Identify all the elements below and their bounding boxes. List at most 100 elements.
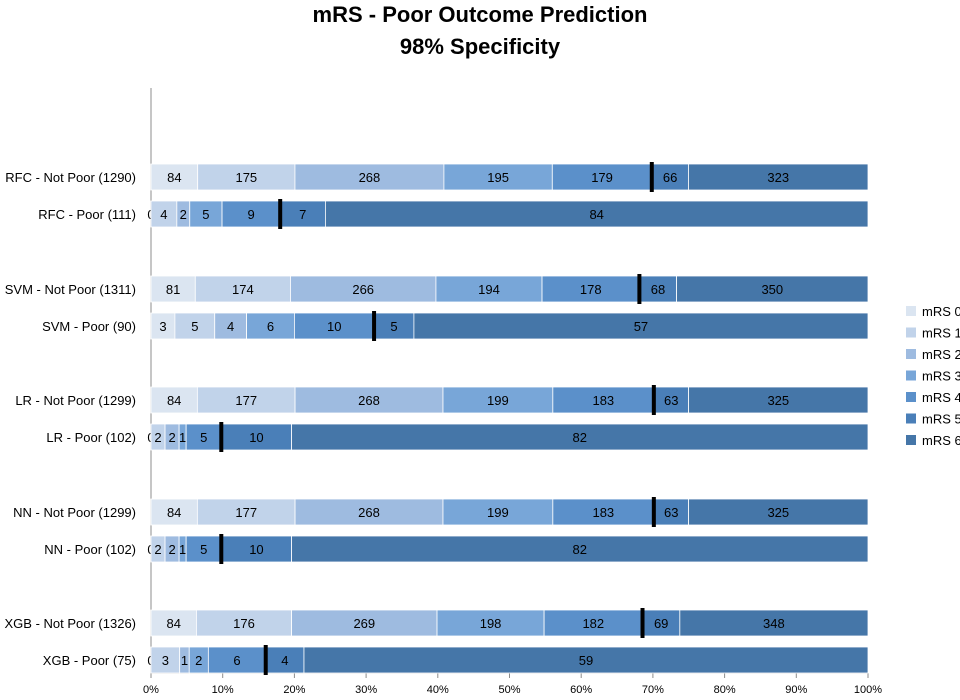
- bar-segment: [293, 312, 375, 340]
- legend-label: mRS 2: [922, 347, 960, 362]
- plot-area: 0% 10% 20% 30% 40% 50% 60% 70% 80% 90% 100% RFC - N…: [5, 88, 882, 696]
- bar-value-label: 5: [200, 542, 207, 557]
- bar-segment: [543, 609, 643, 637]
- bar-value-label: 2: [180, 207, 187, 222]
- bar-segment: [436, 609, 545, 637]
- bar-value-label: 4: [160, 207, 167, 222]
- bar-segment: [150, 163, 199, 191]
- bar-segment: [552, 386, 655, 414]
- bar-value-label: 174: [232, 282, 254, 297]
- threshold-marker: [649, 162, 654, 192]
- bar-value-label: 1: [179, 430, 186, 445]
- bar-value-label: 6: [267, 319, 274, 334]
- bar-value-label: 2: [195, 653, 202, 668]
- bar-segment: [443, 163, 553, 191]
- bar-value-label: 69: [654, 616, 668, 631]
- threshold-marker: [278, 199, 283, 229]
- legend-label: mRS 0: [922, 304, 960, 319]
- legend-label: mRS 5: [922, 412, 960, 427]
- bar-value-label: 84: [589, 207, 603, 222]
- x-tick-label: 60%: [570, 684, 592, 696]
- legend-swatch: [906, 435, 916, 445]
- bar-segment: [373, 312, 415, 340]
- bar-value-label: 59: [579, 653, 593, 668]
- bar-segment: [150, 609, 197, 637]
- bar-segment: [150, 646, 181, 674]
- bar-segment: [294, 386, 444, 414]
- bar-value-label: 268: [358, 505, 380, 520]
- bar-value-label: 199: [487, 505, 509, 520]
- x-tick-label: 30%: [355, 684, 377, 696]
- row-label: NN - Not Poor (1299): [13, 505, 136, 520]
- bar-value-label: 7: [299, 207, 306, 222]
- bar-value-label: 177: [235, 505, 257, 520]
- bar-value-label: 2: [154, 430, 161, 445]
- threshold-marker: [651, 385, 656, 415]
- bar-value-label: 5: [191, 319, 198, 334]
- bar-segment: [413, 312, 869, 340]
- bar-value-label: 178: [580, 282, 602, 297]
- bar-segment: [220, 423, 292, 451]
- threshold-marker: [219, 534, 224, 564]
- bar-value-label: 84: [167, 170, 181, 185]
- x-tick-label: 10%: [212, 684, 234, 696]
- legend-label: mRS 1: [922, 326, 960, 341]
- bar-segment: [220, 535, 292, 563]
- bar-segment: [303, 646, 869, 674]
- bar-value-label: 183: [592, 393, 614, 408]
- bar-segment: [196, 386, 296, 414]
- bar-value-label: 10: [249, 542, 263, 557]
- bar-value-label: 195: [487, 170, 509, 185]
- bar-value-label: 66: [663, 170, 677, 185]
- legend-swatch: [906, 392, 916, 402]
- row-label: XGB - Poor (75): [43, 653, 136, 668]
- bar-value-label: 4: [281, 653, 288, 668]
- x-tick-label: 100%: [854, 684, 882, 696]
- bar-value-label: 177: [235, 393, 257, 408]
- bar-segment: [207, 646, 267, 674]
- bar-segment: [294, 163, 445, 191]
- legend-swatch: [906, 327, 916, 338]
- bar-segment: [325, 200, 869, 228]
- bar-value-label: 325: [767, 505, 789, 520]
- bar-value-label: 5: [200, 430, 207, 445]
- bar-value-label: 348: [763, 616, 785, 631]
- bar-segment: [688, 498, 869, 526]
- bar-value-label: 3: [159, 319, 166, 334]
- bar-value-label: 81: [166, 282, 180, 297]
- bar-segment: [552, 498, 655, 526]
- legend-swatch: [906, 370, 916, 381]
- bar-segment: [688, 386, 869, 414]
- bar-segment: [291, 535, 869, 563]
- chart-subtitle: 98% Specificity: [399, 34, 561, 59]
- legend-swatch: [906, 306, 916, 316]
- bar-value-label: 198: [480, 616, 502, 631]
- bar-value-label: 6: [233, 653, 240, 668]
- bar-segment: [150, 386, 198, 414]
- bar-value-label: 325: [767, 393, 789, 408]
- legend-label: mRS 6: [922, 433, 960, 448]
- legend: mRS 0 mRS 1 mRS 2 mRS 3 mRS 4 mRS 5 mRS 6: [906, 304, 960, 448]
- bar-segment: [291, 423, 869, 451]
- bar-segment: [435, 275, 543, 303]
- chart-title: mRS - Poor Outcome Prediction: [312, 2, 648, 27]
- row-label: RFC - Not Poor (1290): [5, 170, 136, 185]
- x-tick-label: 90%: [785, 684, 807, 696]
- bar-value-label: 82: [573, 430, 587, 445]
- x-tick-label: 40%: [427, 684, 449, 696]
- bar-segment: [642, 609, 681, 637]
- bar-segment: [194, 275, 291, 303]
- threshold-marker: [219, 422, 224, 452]
- bar-segment: [651, 163, 689, 191]
- row-label: NN - Poor (102): [44, 542, 136, 557]
- row-label: XGB - Not Poor (1326): [5, 616, 137, 631]
- row-label: LR - Poor (102): [46, 430, 136, 445]
- bar-segment: [688, 163, 869, 191]
- bar-value-label: 9: [248, 207, 255, 222]
- bar-value-label: 3: [162, 653, 169, 668]
- bar-value-label: 269: [353, 616, 375, 631]
- x-tick-label: 80%: [714, 684, 736, 696]
- legend-label: mRS 4: [922, 390, 960, 405]
